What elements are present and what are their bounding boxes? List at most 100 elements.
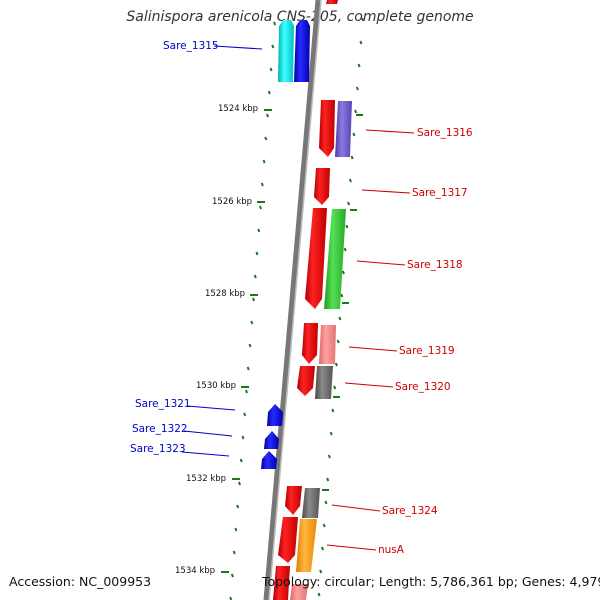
- ring-dot: [236, 504, 240, 509]
- ring-dot: [340, 293, 344, 298]
- ring-dot: [246, 366, 250, 371]
- ring-dot: [319, 569, 323, 574]
- cds-sare-1315-cyan[interactable]: [278, 20, 294, 82]
- gene-label-sare-1322[interactable]: Sare_1322: [132, 423, 188, 435]
- accession-text: Accession: NC_009953: [9, 574, 152, 589]
- backbone-highlight: [268, 0, 322, 600]
- scale-tick-label: 1524 kbp: [218, 104, 258, 114]
- ring-dot: [257, 228, 261, 233]
- gene-label-sare-1319[interactable]: Sare_1319: [399, 345, 455, 357]
- ring-dot: [255, 251, 259, 256]
- ring-dot: [336, 339, 340, 344]
- gene-label-sare-1316[interactable]: Sare_1316: [417, 127, 473, 139]
- ring-dot: [271, 44, 275, 49]
- ring-dot: [266, 113, 270, 118]
- ring-dot: [327, 454, 331, 459]
- gene-label-sare-1324[interactable]: Sare_1324: [382, 505, 438, 517]
- ring-dot: [230, 573, 234, 578]
- cds-sliver-top[interactable]: [326, 0, 338, 4]
- ring-dot: [267, 90, 271, 95]
- cds-sliver-bottom-pink[interactable]: [290, 584, 308, 600]
- gene-label-sare-1321[interactable]: Sare_1321: [135, 398, 191, 410]
- ring-dot: [232, 550, 236, 555]
- genome-summary-text: Topology: circular; Length: 5,786,361 bp…: [262, 574, 600, 589]
- gene-label-sare-1315[interactable]: Sare_1315: [163, 40, 219, 52]
- ring-dot: [350, 155, 354, 160]
- cds-sare-1316[interactable]: [319, 100, 335, 157]
- gene-label-sare-1317[interactable]: Sare_1317: [412, 187, 468, 199]
- cds-nusa[interactable]: [278, 517, 298, 563]
- scale-tick-label: 1532 kbp: [186, 474, 226, 484]
- scale-tick-label: 1528 kbp: [205, 289, 245, 299]
- ring-dot: [341, 270, 345, 275]
- ring-dot: [239, 458, 243, 463]
- ring-dot: [248, 343, 252, 348]
- scale-ticks: 1524 kbp 1526 kbp 1528 kbp 1530 kbp 1532…: [175, 104, 272, 576]
- map-title: Salinispora arenicola CNS-205, complete …: [126, 9, 474, 25]
- cds-sare-1324[interactable]: [285, 486, 302, 515]
- cds-sare-1323[interactable]: [261, 451, 277, 469]
- ring-dot: [264, 136, 268, 141]
- inner-dotted-ring: [229, 21, 277, 600]
- ring-dot: [241, 435, 245, 440]
- ring-dot: [343, 247, 347, 252]
- cds-nusa-orange[interactable]: [296, 519, 317, 572]
- ring-dot: [320, 546, 325, 551]
- ring-dot: [329, 431, 333, 436]
- ring-dot: [244, 389, 249, 394]
- cds-sare-1319-pink[interactable]: [319, 325, 336, 364]
- scale-tick-label: 1526 kbp: [212, 197, 252, 207]
- ring-dot: [273, 21, 277, 26]
- ring-dot: [262, 159, 266, 164]
- ring-dot: [234, 527, 238, 532]
- ring-dot: [333, 385, 337, 390]
- ring-dot: [347, 201, 351, 206]
- ring-dot: [243, 412, 247, 417]
- cds-sare-1319[interactable]: [302, 323, 318, 364]
- cds-sare-1320[interactable]: [297, 366, 315, 396]
- cds-sare-1315-blue[interactable]: [294, 20, 310, 82]
- scale-tick-label: 1530 kbp: [196, 381, 236, 391]
- cds-sare-1318[interactable]: [305, 208, 327, 309]
- ring-dot: [258, 205, 263, 210]
- gene-label-sare-1320[interactable]: Sare_1320: [395, 381, 451, 393]
- leader-lines: [181, 45, 415, 551]
- ring-dot: [345, 224, 349, 229]
- gene-labels: Sare_1315 Sare_1321 Sare_1322 Sare_1323 …: [130, 40, 473, 556]
- ring-dot: [331, 408, 335, 413]
- cds-sare-1321[interactable]: [267, 404, 283, 426]
- ring-dot: [361, 17, 365, 22]
- ring-dot: [237, 481, 242, 486]
- ring-dot: [326, 477, 330, 482]
- ring-dot: [253, 274, 257, 279]
- ring-dot: [359, 40, 363, 45]
- cds-sare-1324-gray[interactable]: [302, 488, 320, 518]
- ring-dot: [260, 182, 264, 187]
- outer-dotted-ring: [317, 17, 365, 597]
- ring-dot: [338, 316, 342, 321]
- ring-dot: [352, 132, 356, 137]
- scale-tick-label: 1534 kbp: [175, 566, 215, 576]
- ring-dot: [251, 297, 256, 302]
- ring-dot: [250, 320, 254, 325]
- cds-sare-1320-gray[interactable]: [315, 366, 333, 399]
- ring-dot: [355, 86, 359, 91]
- gene-label-nusa[interactable]: nusA: [378, 544, 405, 556]
- ring-dot: [322, 523, 326, 528]
- outer-ring-ticks: [322, 114, 363, 491]
- ring-dot: [334, 362, 338, 367]
- cds-sare-1318-green[interactable]: [324, 209, 346, 309]
- gene-features: [261, 0, 352, 600]
- ring-dot: [269, 67, 273, 72]
- cds-sare-1316-purple[interactable]: [335, 101, 352, 157]
- cds-sare-1322[interactable]: [264, 431, 279, 449]
- cds-sare-1317[interactable]: [314, 168, 330, 205]
- gene-label-sare-1318[interactable]: Sare_1318: [407, 259, 463, 271]
- ring-dot: [357, 63, 361, 68]
- cds-sliver-bottom-red[interactable]: [273, 566, 290, 600]
- ring-dot: [324, 500, 328, 505]
- ring-dot: [348, 178, 352, 183]
- gene-label-sare-1323[interactable]: Sare_1323: [130, 443, 186, 455]
